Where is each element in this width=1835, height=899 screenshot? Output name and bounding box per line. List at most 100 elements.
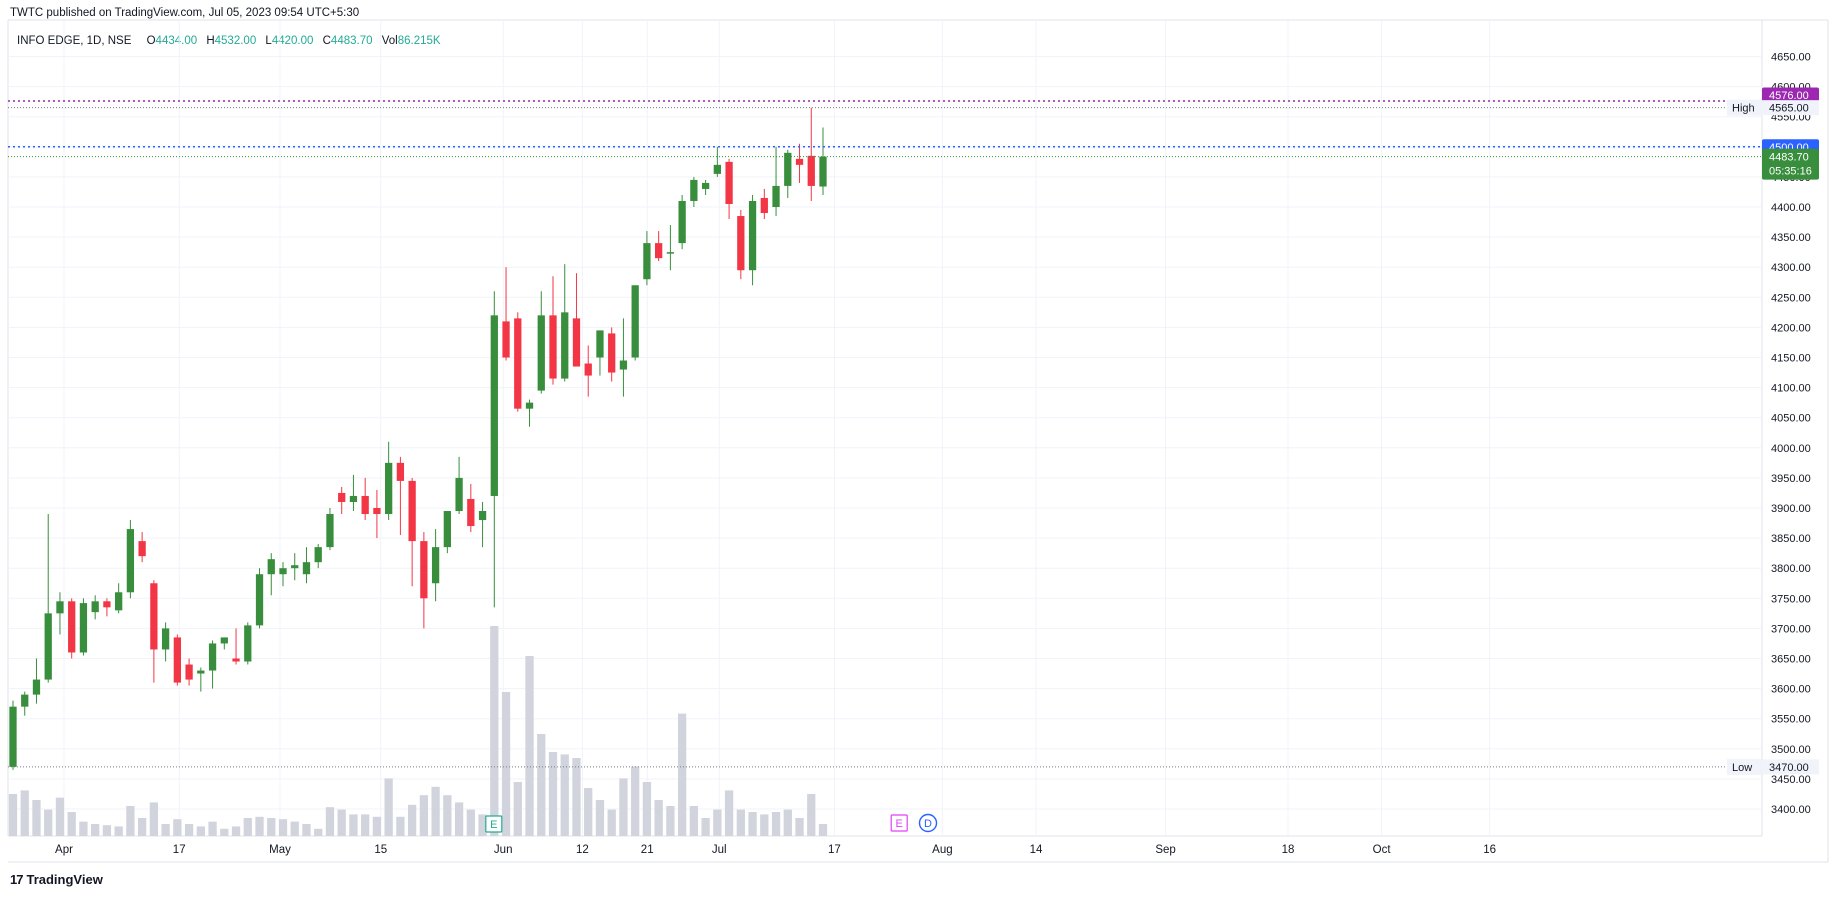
- price-tick-label: 3550.00: [1771, 714, 1811, 726]
- date-tick-label: 12: [576, 844, 589, 856]
- date-tick-label: Oct: [1373, 844, 1392, 856]
- candle-body: [748, 200, 757, 271]
- candle-body: [349, 495, 358, 502]
- volume-bar: [584, 788, 593, 836]
- volume-bar: [67, 812, 76, 836]
- volume-bar: [231, 826, 241, 836]
- close-label: C: [322, 35, 331, 47]
- candlesticks[interactable]: [9, 107, 827, 770]
- candle-body: [408, 480, 416, 542]
- candle-body: [396, 462, 405, 481]
- candle-body: [185, 664, 193, 680]
- volume-bar: [114, 826, 123, 836]
- candle-body: [525, 402, 534, 409]
- candle-body: [173, 637, 181, 683]
- candle-body: [455, 477, 463, 512]
- date-tick-label: 15: [374, 844, 387, 856]
- volume-bar: [325, 807, 335, 836]
- candle-body: [443, 511, 451, 548]
- earnings-icon-upcoming-frame: [890, 814, 908, 832]
- candle-body: [467, 498, 475, 527]
- candle-body: [666, 252, 675, 254]
- candle-body: [537, 315, 545, 391]
- date-tick-label: Apr: [55, 844, 73, 856]
- close-value: 4483.70: [330, 35, 373, 47]
- date-axis[interactable]: Apr 17 May 15 Jun 12 21 Jul 17 Aug 14 Sep 18 Oct 16: [55, 844, 1496, 856]
- price-tick-label: 4200.00: [1771, 322, 1811, 334]
- volume-bar: [407, 804, 417, 836]
- candle-body: [737, 216, 745, 271]
- tradingview-logo[interactable]: 17 TradingView: [10, 872, 103, 887]
- volume-bar: [32, 800, 41, 836]
- price-tick-label: 4650.00: [1771, 52, 1811, 64]
- alert-upper-tag: 4576.00: [1769, 90, 1809, 102]
- candle-body: [44, 613, 52, 680]
- candle-body: [103, 601, 111, 608]
- candle-body: [561, 312, 569, 379]
- earnings-icon-upcoming-letter: E: [896, 818, 903, 830]
- candle-body: [302, 562, 311, 575]
- countdown-tag: 05:35:16: [1769, 166, 1812, 178]
- price-tick-label: 4050.00: [1771, 413, 1811, 425]
- volume-bar: [44, 809, 53, 836]
- candle-body: [420, 541, 428, 599]
- price-tick-label: 4100.00: [1771, 383, 1811, 395]
- candle-body: [79, 603, 88, 653]
- candle-body: [572, 318, 581, 367]
- volume-bar: [290, 821, 299, 836]
- candle-body: [21, 694, 29, 707]
- candle-body: [338, 492, 346, 502]
- volume-bar: [595, 800, 605, 836]
- candle-body: [655, 243, 663, 259]
- volume-bar: [372, 816, 382, 836]
- volume-bar: [807, 794, 816, 836]
- price-tick-label: 4250.00: [1771, 292, 1811, 304]
- candle-body: [138, 541, 146, 557]
- volume-bar: [255, 816, 264, 836]
- volume-bar: [490, 626, 499, 836]
- volume-bar: [220, 828, 229, 836]
- volume-bar: [724, 790, 734, 836]
- price-tick-label: 3850.00: [1771, 533, 1811, 545]
- candle-body: [678, 200, 686, 244]
- candle-body: [725, 161, 733, 204]
- volume-bar: [642, 782, 652, 836]
- candle-body: [373, 508, 381, 515]
- volume-bar: [20, 790, 29, 836]
- price-tick-label: 3900.00: [1771, 503, 1811, 515]
- candle-body: [631, 285, 639, 358]
- price-tick-label: 3450.00: [1771, 774, 1811, 786]
- price-tick-label: 3650.00: [1771, 654, 1811, 666]
- volume-bar: [443, 795, 452, 836]
- date-tick-label: 17: [828, 844, 841, 856]
- volume-bar: [243, 818, 252, 836]
- earnings-icon[interactable]: E: [485, 815, 503, 833]
- candle-body: [619, 360, 628, 370]
- volume-bar: [525, 656, 534, 836]
- candle-body: [115, 592, 123, 611]
- candle-body: [68, 601, 76, 653]
- volume-bar: [79, 821, 88, 836]
- open-label: O: [146, 35, 156, 47]
- candle-body: [713, 164, 721, 174]
- candle-body: [126, 529, 135, 593]
- price-tick-label: 3700.00: [1771, 623, 1811, 635]
- price-tick-label: 3800.00: [1771, 563, 1811, 575]
- candle-body: [56, 601, 64, 614]
- candle-body: [784, 152, 792, 186]
- candle-body: [549, 315, 557, 379]
- earnings-icon-upcoming[interactable]: E: [890, 814, 908, 832]
- volume-bar: [196, 826, 205, 836]
- candle-body: [643, 243, 651, 280]
- low-label: L: [265, 35, 272, 47]
- candle-body: [91, 601, 99, 613]
- symbol-label[interactable]: INFO EDGE, 1D, NSE: [17, 35, 132, 47]
- volume-bar: [607, 809, 616, 836]
- dividend-icon[interactable]: D: [918, 813, 938, 833]
- volume-bar: [795, 818, 804, 836]
- candle-body: [314, 547, 322, 563]
- volume-bar: [137, 818, 147, 836]
- price-tick-label: 4300.00: [1771, 262, 1811, 274]
